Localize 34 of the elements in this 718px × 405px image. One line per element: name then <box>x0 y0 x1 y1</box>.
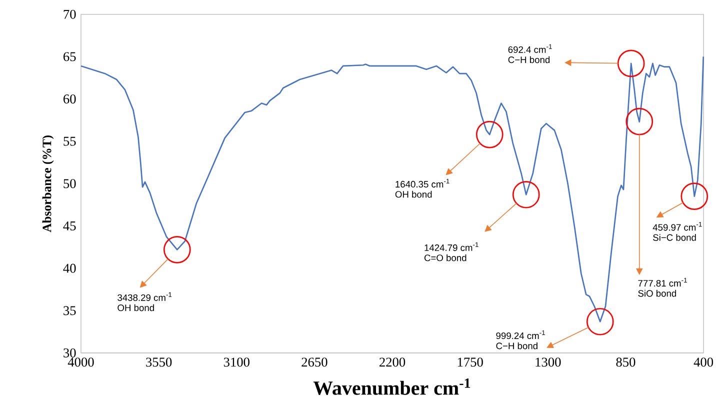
annotation: 459.97 cm$^{-1}$ <box>652 222 702 231</box>
y-tick-label: 60 <box>64 94 76 104</box>
x-tick-label: 2200 <box>380 358 406 367</box>
y-tick-label: 45 <box>63 222 76 230</box>
annotation: C−H bond <box>508 56 550 64</box>
y-tick-label: 55 <box>64 136 76 146</box>
x-tick-label: 1750 <box>458 358 483 367</box>
annotation: 1424.79 cm$^{-1}$ <box>424 242 478 252</box>
annotation: OH bond <box>395 190 432 198</box>
y-axis-title: Absorbance (%T) <box>42 136 54 232</box>
x-tick-label: 4000 <box>68 358 94 367</box>
annotation: OH bond <box>118 304 154 312</box>
annotation: 692.4 cm$^{-1}$ <box>508 44 552 53</box>
annotation: Si−C bond <box>653 234 696 241</box>
y-tick-label: 65 <box>64 52 76 62</box>
y-tick-label: 70 <box>64 10 76 19</box>
annotation: SiO bond <box>638 290 676 297</box>
y-tick-label: 30 <box>64 348 76 358</box>
x-tick-label: 1300 <box>536 358 561 367</box>
x-tick-label: 3100 <box>224 358 250 367</box>
x-tick-label: 850 <box>616 358 636 367</box>
y-tick-label: 50 <box>64 179 76 188</box>
x-tick-label: 400 <box>694 358 714 367</box>
y-tick-label: 40 <box>63 264 76 273</box>
annotation: 1640.35 cm$^{-1}$ <box>396 178 450 188</box>
annotation: 777.81 cm$^{-1}$ <box>638 278 687 287</box>
annotation: C=O bond <box>424 254 466 262</box>
annotation: 999.24 cm$^{-1}$ <box>496 330 545 340</box>
annotation: 3438.29 cm$^{-1}$ <box>118 292 172 301</box>
x-tick-label: 3550 <box>146 358 172 367</box>
y-tick-label: 35 <box>64 306 76 316</box>
x-tick-label: 2650 <box>302 358 328 367</box>
annotation: C−H bond <box>496 342 538 350</box>
x-axis-title: Wavenumber cm$^{-1}$ <box>313 378 470 396</box>
